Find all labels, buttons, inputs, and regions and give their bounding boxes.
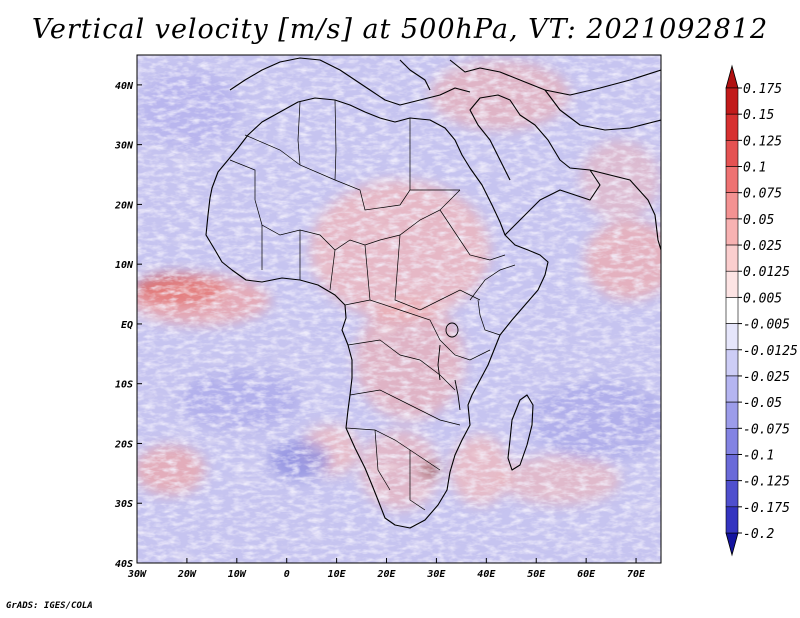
y-tick-label: 30N	[114, 141, 134, 152]
coastlines	[205, 57, 661, 529]
map-title: Vertical velocity [m/s] at 500hPa, VT: 2…	[31, 14, 769, 45]
x-tick-label: 0	[284, 569, 290, 580]
footer-credit: GrADS: IGES/COLA	[6, 601, 93, 611]
y-tick-label: 20S	[114, 439, 133, 450]
x-tick-label: 20E	[376, 569, 396, 580]
y-tick-label: 40N	[115, 81, 134, 92]
map-frame	[136, 54, 662, 564]
x-tick-label: 50E	[527, 569, 546, 580]
x-tick-label: 70E	[627, 569, 646, 580]
x-tick-label: 10E	[328, 569, 347, 580]
y-tick-label: 20N	[114, 200, 134, 211]
lakes	[437, 322, 461, 411]
y-tick-label: 30S	[114, 499, 133, 510]
axis-ticks: 30W 20W 10W 0 10E 20E 30E 40E 50E 60E 70E 40N 30N 20N…	[114, 81, 646, 580]
y-tick-label: EQ	[121, 320, 133, 331]
x-tick-label: 10W	[228, 569, 247, 580]
vertical-velocity-map: 30W 20W 10W 0 10E 20E 30E 40E 50E 60E 70E 40N 30N 20N…	[114, 54, 662, 580]
x-tick-label: 30W	[127, 569, 147, 580]
country-borders	[229, 99, 516, 511]
x-tick-label: 60E	[577, 569, 596, 580]
y-tick-label: 10N	[115, 260, 134, 271]
x-tick-label: 40E	[477, 569, 496, 580]
y-tick-label: 10S	[115, 380, 133, 391]
y-tick-label: 40S	[115, 559, 133, 570]
x-tick-label: 20W	[177, 569, 197, 580]
x-tick-label: 30E	[426, 569, 446, 580]
